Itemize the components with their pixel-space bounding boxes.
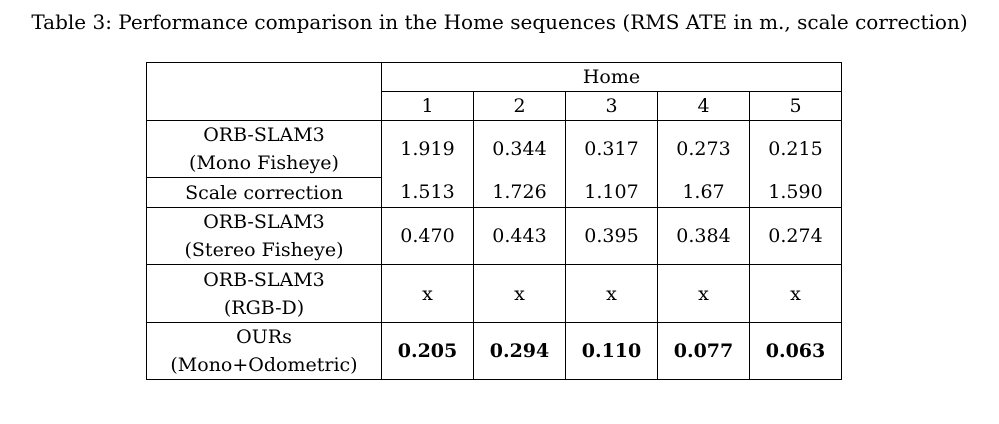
header-sequence-cell: 1 — [381, 91, 474, 121]
header-sequence-cell: 5 — [749, 91, 842, 121]
value-cell-best: 0.063 — [749, 322, 842, 380]
value-cell: 0.384 — [657, 207, 750, 265]
value-cell-best: 0.205 — [381, 322, 474, 380]
table-row: ORB-SLAM3 (RGB-D) x x x x x — [146, 264, 842, 323]
value-cell: 0.344 — [473, 120, 566, 178]
value-cell: 1.919 — [381, 120, 474, 178]
value-cell: 1.107 — [565, 177, 658, 208]
value-cell: x — [749, 264, 842, 323]
value-cell-best: 0.294 — [473, 322, 566, 380]
method-cell: ORB-SLAM3 (Mono Fisheye) — [146, 120, 382, 178]
value-cell: x — [473, 264, 566, 323]
table-row: ORB-SLAM3 (Mono Fisheye) 1.919 0.344 0.3… — [146, 120, 842, 178]
table-subrow: Scale correction 1.513 1.726 1.107 1.67 … — [146, 177, 842, 208]
value-cell: 0.215 — [749, 120, 842, 178]
value-cell: 1.513 — [381, 177, 474, 208]
results-table: Home 1 2 3 4 5 ORB-SLAM3 (Mono Fisheye) … — [146, 62, 842, 380]
header-row-sequences: 1 2 3 4 5 — [147, 91, 842, 121]
value-cell: 0.395 — [565, 207, 658, 265]
method-name: ORB-SLAM3 — [203, 268, 325, 291]
value-cell: 0.274 — [749, 207, 842, 265]
method-cell: ORB-SLAM3 (RGB-D) — [146, 264, 382, 323]
method-name: ORB-SLAM3 — [203, 211, 325, 233]
value-cell-best: 0.110 — [565, 322, 658, 380]
header-sequence-cell: 2 — [473, 91, 566, 121]
method-cell: ORB-SLAM3 (Stereo Fisheye) — [146, 207, 382, 265]
method-cell: OURs (Mono+Odometric) — [146, 322, 382, 380]
header-sequence-cell: 3 — [565, 91, 658, 121]
value-cell: 1.590 — [749, 177, 842, 208]
table-row: OURs (Mono+Odometric) 0.205 0.294 0.110 … — [146, 322, 842, 380]
value-cell: x — [657, 264, 750, 323]
header-group-cell: Home — [381, 62, 842, 92]
table-caption: Table 3: Performance comparison in the H… — [31, 10, 968, 34]
method-name: OURs — [236, 326, 292, 348]
method-name: ORB-SLAM3 — [203, 124, 325, 146]
value-cell: 1.726 — [473, 177, 566, 208]
value-cell: 1.67 — [657, 177, 750, 208]
method-variant: (Stereo Fisheye) — [184, 239, 344, 261]
value-cell: x — [565, 264, 658, 323]
header-empty-cell — [146, 62, 382, 121]
value-cell: 0.273 — [657, 120, 750, 178]
value-cell: 0.470 — [381, 207, 474, 265]
value-cell: 0.443 — [473, 207, 566, 265]
value-cell: 0.317 — [565, 120, 658, 178]
method-variant: (Mono Fisheye) — [189, 152, 339, 174]
value-cell-best: 0.077 — [657, 322, 750, 380]
header-row-group: Home — [146, 62, 842, 121]
value-cell: x — [381, 264, 474, 323]
sub-label-cell: Scale correction — [146, 177, 382, 208]
method-variant: (Mono+Odometric) — [170, 354, 358, 376]
method-variant: (RGB-D) — [223, 296, 305, 319]
header-sequence-cell: 4 — [657, 91, 750, 121]
table-row: ORB-SLAM3 (Stereo Fisheye) 0.470 0.443 0… — [146, 207, 842, 265]
